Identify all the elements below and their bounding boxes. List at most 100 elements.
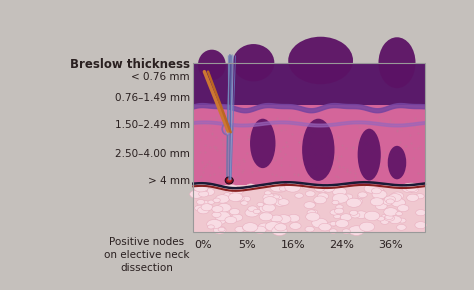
Circle shape bbox=[259, 213, 273, 221]
Circle shape bbox=[208, 200, 215, 204]
Circle shape bbox=[355, 211, 367, 219]
Circle shape bbox=[350, 212, 360, 218]
Circle shape bbox=[307, 210, 316, 215]
Circle shape bbox=[332, 193, 348, 203]
Circle shape bbox=[332, 200, 339, 205]
Circle shape bbox=[375, 203, 387, 210]
Circle shape bbox=[388, 194, 401, 202]
Circle shape bbox=[225, 185, 239, 193]
Circle shape bbox=[416, 194, 424, 199]
FancyBboxPatch shape bbox=[193, 185, 425, 232]
Circle shape bbox=[329, 229, 337, 233]
Text: 0.76–1.49 mm: 0.76–1.49 mm bbox=[115, 93, 190, 102]
Circle shape bbox=[245, 209, 259, 217]
Circle shape bbox=[212, 212, 221, 218]
Circle shape bbox=[330, 222, 337, 226]
Circle shape bbox=[415, 222, 427, 229]
Ellipse shape bbox=[302, 119, 335, 181]
Circle shape bbox=[216, 195, 229, 203]
Circle shape bbox=[370, 198, 383, 206]
Circle shape bbox=[364, 211, 380, 221]
Circle shape bbox=[398, 218, 406, 223]
Circle shape bbox=[364, 184, 379, 193]
Circle shape bbox=[306, 213, 320, 221]
Circle shape bbox=[302, 184, 311, 189]
Circle shape bbox=[258, 223, 271, 231]
Text: 1.50–2.49 mm: 1.50–2.49 mm bbox=[115, 120, 190, 130]
Circle shape bbox=[391, 192, 403, 200]
Circle shape bbox=[263, 197, 277, 205]
Circle shape bbox=[395, 200, 405, 206]
Circle shape bbox=[215, 218, 226, 224]
Circle shape bbox=[198, 207, 209, 214]
Circle shape bbox=[235, 226, 245, 232]
Circle shape bbox=[340, 214, 352, 221]
Circle shape bbox=[201, 204, 213, 211]
Circle shape bbox=[271, 215, 283, 222]
Text: 36%: 36% bbox=[378, 240, 402, 250]
Circle shape bbox=[410, 188, 419, 193]
Circle shape bbox=[372, 190, 387, 199]
Circle shape bbox=[330, 210, 339, 215]
Circle shape bbox=[319, 223, 331, 231]
Circle shape bbox=[342, 229, 350, 234]
Text: Positive nodes
on elective neck
dissection: Positive nodes on elective neck dissecti… bbox=[104, 237, 190, 273]
Circle shape bbox=[253, 209, 261, 214]
Text: 0%: 0% bbox=[194, 240, 211, 250]
Circle shape bbox=[199, 187, 208, 193]
Ellipse shape bbox=[378, 37, 416, 88]
Circle shape bbox=[385, 215, 393, 220]
Circle shape bbox=[311, 210, 318, 214]
Circle shape bbox=[336, 220, 349, 228]
Circle shape bbox=[348, 226, 365, 235]
Ellipse shape bbox=[225, 177, 233, 184]
Circle shape bbox=[197, 200, 205, 204]
Circle shape bbox=[349, 210, 358, 215]
Circle shape bbox=[265, 222, 281, 231]
Circle shape bbox=[377, 216, 384, 221]
Circle shape bbox=[208, 225, 214, 229]
Text: 24%: 24% bbox=[329, 240, 354, 250]
Circle shape bbox=[404, 183, 419, 192]
Circle shape bbox=[386, 199, 394, 204]
Circle shape bbox=[312, 218, 328, 228]
Ellipse shape bbox=[226, 128, 231, 135]
Circle shape bbox=[304, 202, 315, 209]
Circle shape bbox=[309, 202, 316, 206]
Circle shape bbox=[267, 194, 283, 203]
Circle shape bbox=[305, 226, 314, 232]
Circle shape bbox=[328, 222, 336, 227]
Circle shape bbox=[229, 209, 240, 215]
Circle shape bbox=[198, 200, 211, 209]
Circle shape bbox=[328, 187, 335, 192]
Circle shape bbox=[358, 192, 367, 197]
Circle shape bbox=[334, 214, 341, 219]
Circle shape bbox=[357, 194, 365, 198]
Circle shape bbox=[279, 186, 287, 191]
Circle shape bbox=[346, 198, 361, 207]
Ellipse shape bbox=[358, 129, 381, 180]
Circle shape bbox=[213, 198, 220, 202]
Circle shape bbox=[290, 222, 301, 229]
Circle shape bbox=[374, 188, 384, 193]
Circle shape bbox=[199, 191, 209, 197]
Circle shape bbox=[218, 227, 225, 231]
FancyBboxPatch shape bbox=[193, 63, 425, 105]
Ellipse shape bbox=[227, 178, 231, 182]
Circle shape bbox=[353, 199, 363, 204]
Circle shape bbox=[314, 185, 325, 192]
Circle shape bbox=[317, 193, 328, 200]
Circle shape bbox=[315, 185, 328, 193]
Circle shape bbox=[384, 196, 396, 203]
Circle shape bbox=[241, 201, 248, 205]
Circle shape bbox=[194, 183, 208, 192]
Ellipse shape bbox=[198, 50, 226, 80]
Circle shape bbox=[259, 204, 274, 213]
Circle shape bbox=[273, 195, 280, 199]
Circle shape bbox=[276, 215, 291, 224]
Circle shape bbox=[225, 216, 237, 224]
Circle shape bbox=[416, 210, 426, 216]
Circle shape bbox=[228, 193, 243, 202]
Ellipse shape bbox=[233, 44, 274, 81]
Circle shape bbox=[344, 194, 353, 200]
